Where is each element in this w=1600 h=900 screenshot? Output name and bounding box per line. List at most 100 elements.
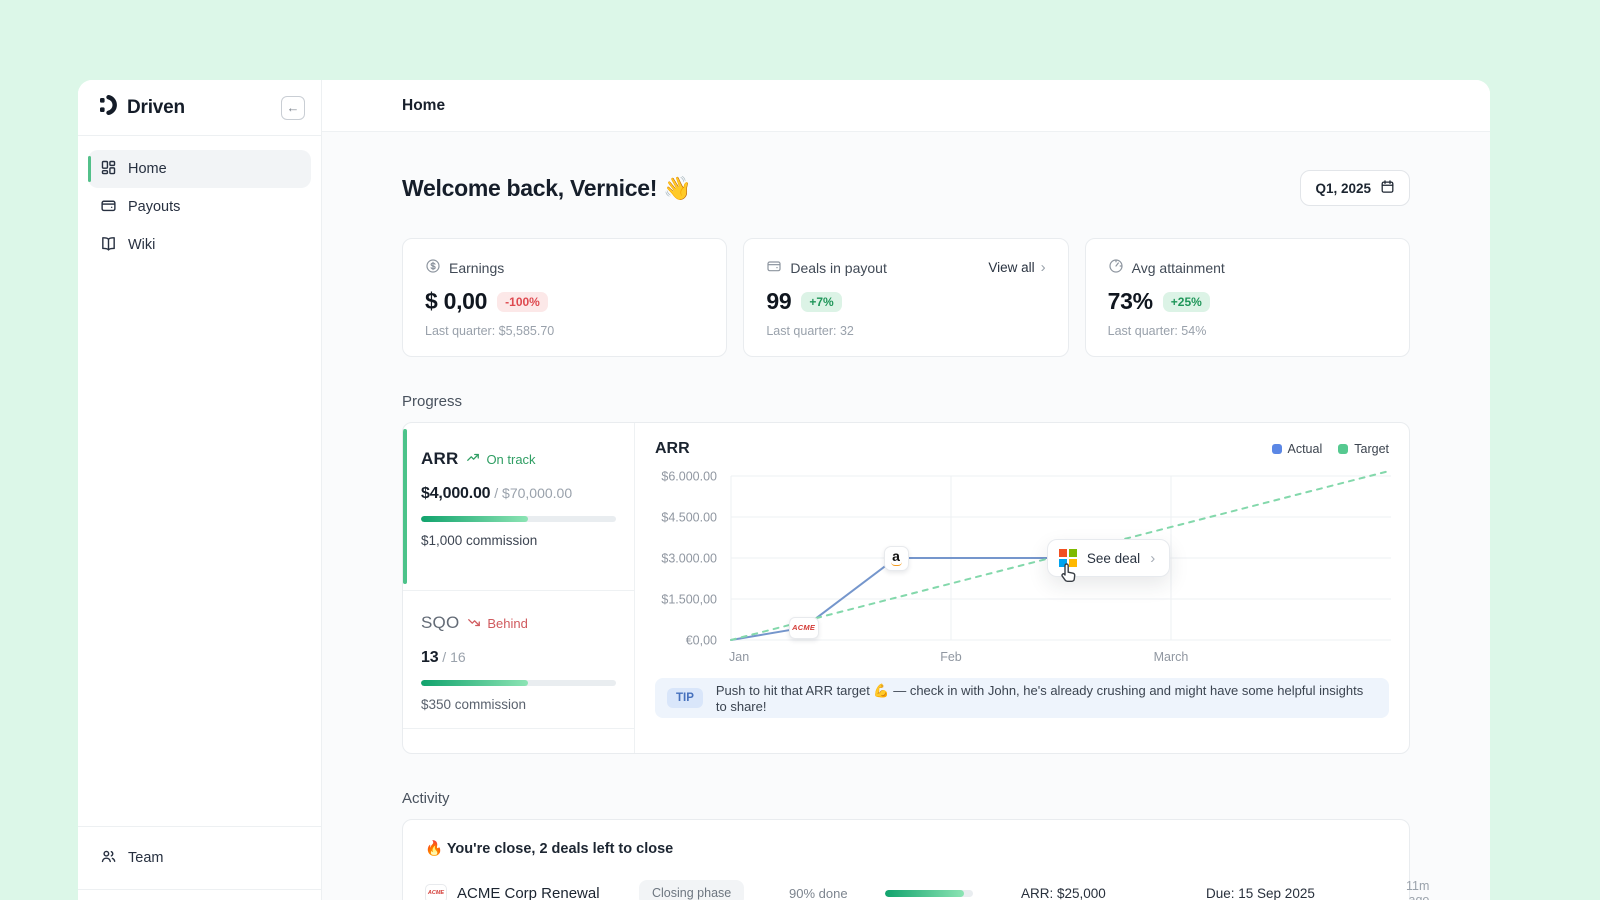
chart-title: ARR <box>655 440 690 457</box>
gauge-icon <box>1108 258 1124 277</box>
stat-label: Avg attainment <box>1131 259 1225 276</box>
chevron-right-icon: › <box>1040 259 1046 276</box>
stat-subtext: Last quarter: 32 <box>766 324 854 338</box>
calendar-icon <box>1380 179 1395 197</box>
chart-canvas: $6.000.00 $4.500.00 $3.000.00 $1.500,00 €0,0… <box>661 470 1392 664</box>
goal-name: ARR <box>421 449 459 468</box>
goal-card-arr[interactable]: ARR On track $4,000.0 <box>403 423 634 591</box>
users-icon <box>100 848 117 869</box>
activity-section-title: Activity <box>402 790 450 807</box>
svg-text:$6.000.00: $6.000.00 <box>661 470 717 484</box>
active-accent-bar <box>88 156 91 182</box>
amazon-logo-marker[interactable]: a <box>883 545 909 571</box>
main-area: Home Welcome back, Vernice! 👋 Q1, 2025 <box>322 80 1490 900</box>
amazon-smile-icon <box>890 562 902 566</box>
cursor-pointer-icon <box>1056 561 1080 592</box>
chart-legend: Actual Target <box>1271 442 1389 456</box>
stat-label: Deals in payout <box>790 259 887 276</box>
sidebar-header: Driven ← <box>78 80 321 136</box>
dollar-circle-icon <box>425 258 441 277</box>
delta-badge: +7% <box>801 291 842 312</box>
deal-row[interactable]: ACME ACME Corp Renewal Closing phase 90%… <box>425 879 1429 900</box>
see-deal-label: See deal <box>1086 550 1141 566</box>
goal-values: 13 / 16 <box>421 649 466 666</box>
goal-progress-bar <box>421 516 616 522</box>
stats-row: Earnings $ 0,00 -100% Last quarter: $5,5… <box>402 238 1410 357</box>
sidebar-nav: Home Payouts Wiki <box>78 136 321 278</box>
sidebar-item-home[interactable]: Home <box>88 150 311 188</box>
chart-area: ARR Actual Target $6.000.00 $4.500.00 $3.0… <box>635 423 1409 753</box>
sidebar-item-label: Home <box>128 161 167 177</box>
goal-card-sqo[interactable]: SQO Behind 13 / 16 <box>403 591 634 729</box>
sidebar-item-label: Wiki <box>128 237 156 253</box>
svg-text:Feb: Feb <box>940 650 962 664</box>
sidebar-footer: Team <box>78 826 321 890</box>
stat-value: 73% <box>1107 288 1153 314</box>
deal-time-ago: 11m ago <box>1406 879 1430 900</box>
goal-values: $4,000.00 / $70,000.00 <box>421 485 573 502</box>
goal-name: SQO <box>421 613 460 632</box>
view-all-link[interactable]: View all › <box>988 259 1046 276</box>
dashboard-grid-icon <box>100 159 117 180</box>
deal-name: ACME Corp Renewal <box>457 884 600 900</box>
sidebar-collapse-button[interactable]: ← <box>281 95 305 120</box>
svg-text:Jan: Jan <box>729 650 749 664</box>
deal-arr: ARR: $25,000 <box>1021 885 1106 900</box>
stat-subtext: Last quarter: $5,585.70 <box>425 324 555 338</box>
goals-column: ARR On track $4,000.0 <box>403 423 635 753</box>
legend-swatch-actual <box>1271 444 1282 454</box>
page-title: Home <box>402 96 446 114</box>
sidebar-item-payouts[interactable]: Payouts <box>88 188 311 226</box>
active-accent-bar <box>403 429 407 584</box>
wallet-icon <box>100 197 117 218</box>
tip-badge: TIP <box>667 688 703 708</box>
goal-status: On track <box>466 451 536 468</box>
wallet-icon <box>766 258 782 277</box>
stat-value: $ 0,00 <box>425 288 488 314</box>
welcome-heading: Welcome back, Vernice! 👋 <box>402 174 692 201</box>
period-selector-button[interactable]: Q1, 2025 <box>1300 170 1410 206</box>
chevron-right-icon: › <box>1150 549 1156 567</box>
stat-label: Earnings <box>449 259 505 276</box>
deal-progress-bar <box>885 889 973 897</box>
period-label: Q1, 2025 <box>1315 180 1371 196</box>
app-window: Driven ← Home <box>78 80 1490 900</box>
goal-progress-bar <box>421 680 616 686</box>
stat-subtext: Last quarter: 54% <box>1107 324 1207 338</box>
trend-up-icon <box>466 451 480 468</box>
deal-due: Due: 15 Sep 2025 <box>1206 885 1315 900</box>
microsoft-logo-icon <box>1059 549 1077 567</box>
sidebar-item-label: Payouts <box>128 199 181 215</box>
progress-section-title: Progress <box>402 393 463 410</box>
delta-badge: -100% <box>497 291 548 312</box>
activity-headline: 🔥 You're close, 2 deals left to close <box>425 841 674 857</box>
deal-done-label: 90% done <box>789 885 848 900</box>
svg-text:$3.000.00: $3.000.00 <box>661 552 717 566</box>
svg-text:$4.500.00: $4.500.00 <box>661 511 717 525</box>
goal-commission: $1,000 commission <box>421 533 538 548</box>
sidebar-item-label: Team <box>128 850 164 866</box>
svg-text:$1.500,00: $1.500,00 <box>661 593 717 607</box>
book-open-icon <box>100 235 117 256</box>
svg-text:March: March <box>1154 650 1189 664</box>
brand-logo-icon <box>98 94 120 122</box>
see-deal-tooltip[interactable]: See deal › <box>1047 539 1171 583</box>
sidebar-item-wiki[interactable]: Wiki <box>88 226 311 264</box>
tip-text: Push to hit that ARR target 💪 — check in… <box>715 682 1364 714</box>
legend-swatch-target <box>1338 444 1349 454</box>
goal-commission: $350 commission <box>421 697 527 712</box>
stat-card-deals-in-payout: Deals in payout View all › 99 +7% Last qu… <box>743 238 1069 357</box>
phase-badge: Closing phase <box>639 880 745 900</box>
delta-badge: +25% <box>1162 291 1210 312</box>
sidebar-item-team[interactable]: Team <box>88 839 311 877</box>
activity-card: 🔥 You're close, 2 deals left to close AC… <box>402 819 1429 900</box>
page-header: Home <box>322 80 1490 132</box>
brand-name: Driven <box>127 96 185 118</box>
acme-logo-marker[interactable]: ACME <box>788 616 819 639</box>
trend-down-icon <box>467 615 481 632</box>
content: Welcome back, Vernice! 👋 Q1, 2025 <box>322 132 1490 900</box>
stat-card-earnings: Earnings $ 0,00 -100% Last quarter: $5,5… <box>402 238 728 357</box>
stat-value: 99 <box>766 288 792 314</box>
stat-card-avg-attainment: Avg attainment 73% +25% Last quarter: 54… <box>1084 238 1410 357</box>
goal-status: Behind <box>467 615 528 632</box>
